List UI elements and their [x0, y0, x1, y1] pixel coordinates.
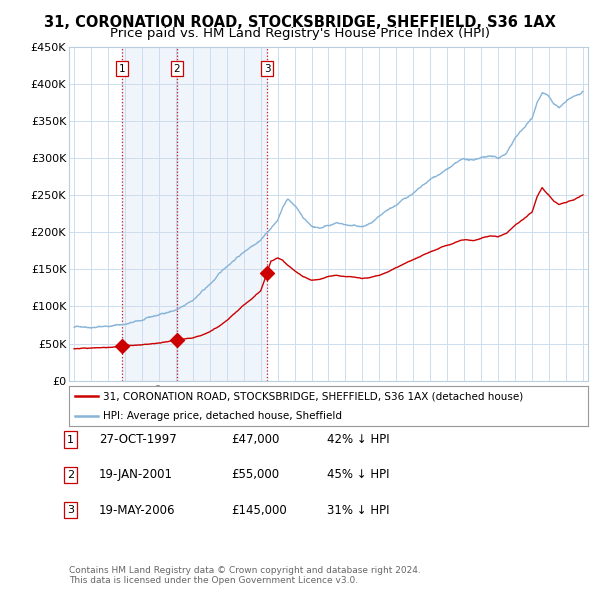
Point [117, 341, 127, 350]
Text: 31, CORONATION ROAD, STOCKSBRIDGE, SHEFFIELD, S36 1AX: 31, CORONATION ROAD, STOCKSBRIDGE, SHEFF… [44, 15, 556, 30]
Text: 19-JAN-2001: 19-JAN-2001 [99, 468, 173, 481]
Text: 27-OCT-1997: 27-OCT-1997 [99, 433, 177, 446]
Text: HPI: Average price, detached house, Sheffield: HPI: Average price, detached house, Shef… [103, 411, 342, 421]
Text: 3: 3 [264, 64, 271, 74]
Text: 42% ↓ HPI: 42% ↓ HPI [327, 433, 389, 446]
Text: 1: 1 [67, 435, 74, 444]
Text: 2: 2 [173, 64, 180, 74]
Bar [122, 47, 177, 381]
Text: 2: 2 [67, 470, 74, 480]
Text: £145,000: £145,000 [231, 504, 287, 517]
Text: 45% ↓ HPI: 45% ↓ HPI [327, 468, 389, 481]
Text: Price paid vs. HM Land Registry's House Price Index (HPI): Price paid vs. HM Land Registry's House … [110, 27, 490, 40]
Text: Contains HM Land Registry data © Crown copyright and database right 2024.
This d: Contains HM Land Registry data © Crown c… [69, 566, 421, 585]
Text: 19-MAY-2006: 19-MAY-2006 [99, 504, 176, 517]
Text: 31% ↓ HPI: 31% ↓ HPI [327, 504, 389, 517]
Point [172, 335, 182, 345]
Text: 31, CORONATION ROAD, STOCKSBRIDGE, SHEFFIELD, S36 1AX (detached house): 31, CORONATION ROAD, STOCKSBRIDGE, SHEFF… [103, 391, 523, 401]
Point [262, 268, 272, 278]
Text: 1: 1 [119, 64, 125, 74]
Text: £47,000: £47,000 [231, 433, 280, 446]
Text: £55,000: £55,000 [231, 468, 279, 481]
Bar [177, 47, 267, 381]
Text: 3: 3 [67, 506, 74, 515]
